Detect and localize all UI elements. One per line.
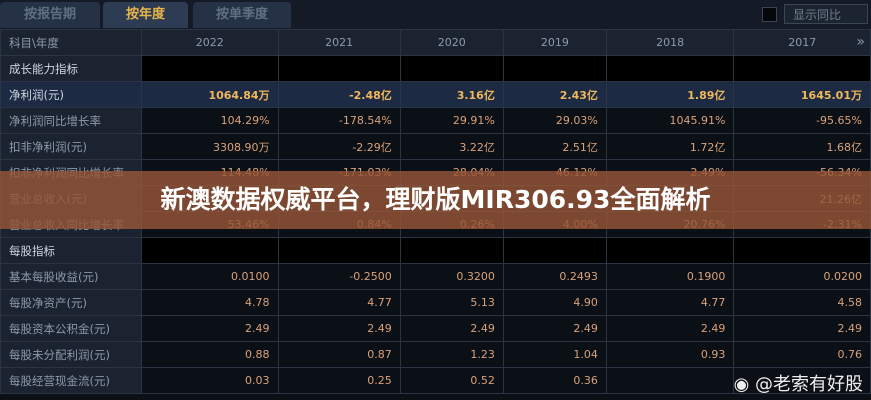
cell-value: 1.89亿 xyxy=(605,81,735,108)
row-label: 基本每股收益(元) xyxy=(0,263,142,290)
cell-value xyxy=(141,237,279,264)
cell-value: 1.72亿 xyxy=(605,133,735,160)
section-row[interactable]: 成长能力指标 xyxy=(0,55,871,82)
watermark-text: @老索有好股 xyxy=(755,374,863,395)
cell-value xyxy=(399,55,504,82)
year-header[interactable]: 2017 xyxy=(733,29,871,56)
tab-by-year[interactable]: 按年度 xyxy=(103,2,188,28)
cell-value: 1645.01万 xyxy=(733,81,871,108)
cell-value: 0.25 xyxy=(277,367,401,394)
cell-value: 4.77 xyxy=(605,289,735,316)
watermark: ◉ @老索有好股 xyxy=(734,370,863,396)
cell-value: 2.49 xyxy=(733,315,871,342)
year-header[interactable]: 2018 xyxy=(605,29,735,56)
cell-value: 0.52 xyxy=(399,367,504,394)
cell-value xyxy=(733,367,871,394)
table-row[interactable]: 扣非净利润(元) 3308.90万 -2.29亿 3.22亿 2.51亿 1.72亿 1.6… xyxy=(0,133,871,160)
cell-value xyxy=(733,55,871,82)
section-row[interactable]: 每股指标 xyxy=(0,237,871,264)
tab-by-quarter[interactable]: 按单季度 xyxy=(193,2,291,28)
row-label: 每股净资产(元) xyxy=(0,289,142,316)
cell-value: -178.54% xyxy=(277,107,401,134)
cell-value: 0.88 xyxy=(141,341,279,368)
weibo-icon: ◉ xyxy=(733,374,755,395)
cell-value: 2.49 xyxy=(502,315,607,342)
cell-value: 0.93 xyxy=(605,341,735,368)
row-label: 每股经营现金流(元) xyxy=(0,367,142,394)
cell-value: 2.49 xyxy=(277,315,401,342)
table-row[interactable]: 净利润同比增长率 104.29% -178.54% 29.91% 29.03% 1045.… xyxy=(0,107,871,134)
cell-value: 0.36 xyxy=(502,367,607,394)
cell-value xyxy=(277,237,401,264)
cell-value: 1.04 xyxy=(502,341,607,368)
show-yoy-button[interactable]: 显示同比 xyxy=(784,4,868,24)
header-label: 科目\年度 xyxy=(0,29,142,56)
cell-value: 0.76 xyxy=(733,341,871,368)
row-label: 扣非净利润(元) xyxy=(0,133,142,160)
cell-value: 4.90 xyxy=(502,289,607,316)
cell-value: 3.22亿 xyxy=(399,133,504,160)
year-header[interactable]: 2021 xyxy=(277,29,401,56)
row-label: 每股未分配利润(元) xyxy=(0,341,142,368)
cell-value: 1.68亿 xyxy=(733,133,871,160)
cell-value xyxy=(605,367,735,394)
cell-value xyxy=(141,55,279,82)
top-bar: 按报告期 按年度 按单季度 显示同比 xyxy=(0,0,871,29)
row-label: 成长能力指标 xyxy=(0,55,142,82)
year-header[interactable]: 2019 xyxy=(502,29,607,56)
cell-value: 3.16亿 xyxy=(399,81,504,108)
cell-value: 29.03% xyxy=(502,107,607,134)
cell-value: 4.58 xyxy=(733,289,871,316)
row-label: 每股资本公积金(元) xyxy=(0,315,142,342)
cell-value: 29.91% xyxy=(399,107,504,134)
cell-value xyxy=(277,55,401,82)
tab-by-report-period[interactable]: 按报告期 xyxy=(0,2,100,28)
row-label: 每股指标 xyxy=(0,237,142,264)
row-label: 净利润同比增长率 xyxy=(0,107,142,134)
cell-value: 0.1900 xyxy=(605,263,735,290)
cell-value: -0.2500 xyxy=(277,263,401,290)
cell-value: 4.77 xyxy=(277,289,401,316)
table-row[interactable]: 净利润(元) 1064.84万 -2.48亿 3.16亿 2.43亿 1.89亿 1645.… xyxy=(0,81,871,108)
cell-value: 0.2493 xyxy=(502,263,607,290)
cell-value: 0.3200 xyxy=(399,263,504,290)
cell-value xyxy=(605,237,735,264)
year-header[interactable]: 2022 xyxy=(141,29,279,56)
cell-value: 5.13 xyxy=(399,289,504,316)
cell-value: 3308.90万 xyxy=(141,133,279,160)
row-label: 净利润(元) xyxy=(0,81,142,108)
cell-value: 1064.84万 xyxy=(141,81,279,108)
cell-value: -95.65% xyxy=(733,107,871,134)
next-page-icon[interactable]: » xyxy=(856,34,865,50)
cell-value: 0.03 xyxy=(141,367,279,394)
cell-value: 4.78 xyxy=(141,289,279,316)
cell-value: 2.49 xyxy=(399,315,504,342)
title-banner: 新澳数据权威平台，理财版MIR306.93全面解析 xyxy=(0,171,871,229)
table-row[interactable]: 每股资本公积金(元) 2.49 2.49 2.49 2.49 2.49 2.49 xyxy=(0,315,871,342)
cell-value: 1045.91% xyxy=(605,107,735,134)
table-row[interactable]: 每股净资产(元) 4.78 4.77 5.13 4.90 4.77 4.58 xyxy=(0,289,871,316)
cell-value xyxy=(733,237,871,264)
cell-value: 104.29% xyxy=(141,107,279,134)
cell-value: 2.51亿 xyxy=(502,133,607,160)
table-header: 科目\年度 2022 2021 2020 2019 2018 2017 xyxy=(0,29,871,56)
cell-value: 0.0200 xyxy=(733,263,871,290)
cell-value xyxy=(605,55,735,82)
cell-value: -2.48亿 xyxy=(277,81,401,108)
table-row[interactable]: 每股未分配利润(元) 0.88 0.87 1.23 1.04 0.93 0.76 xyxy=(0,341,871,368)
cell-value: 2.49 xyxy=(141,315,279,342)
cell-value xyxy=(502,237,607,264)
cell-value: 2.49 xyxy=(605,315,735,342)
cell-value xyxy=(502,55,607,82)
cell-value: -2.29亿 xyxy=(277,133,401,160)
cell-value: 1.23 xyxy=(399,341,504,368)
cell-value xyxy=(399,237,504,264)
cell-value: 0.87 xyxy=(277,341,401,368)
year-header[interactable]: 2020 xyxy=(399,29,504,56)
table-row[interactable]: 基本每股收益(元) 0.0100 -0.2500 0.3200 0.2493 0.1900… xyxy=(0,263,871,290)
cell-value: 2.43亿 xyxy=(502,81,607,108)
table-row[interactable]: 每股经营现金流(元) 0.03 0.25 0.52 0.36 xyxy=(0,367,871,394)
yoy-checkbox[interactable] xyxy=(762,7,777,22)
cell-value: 0.0100 xyxy=(141,263,279,290)
